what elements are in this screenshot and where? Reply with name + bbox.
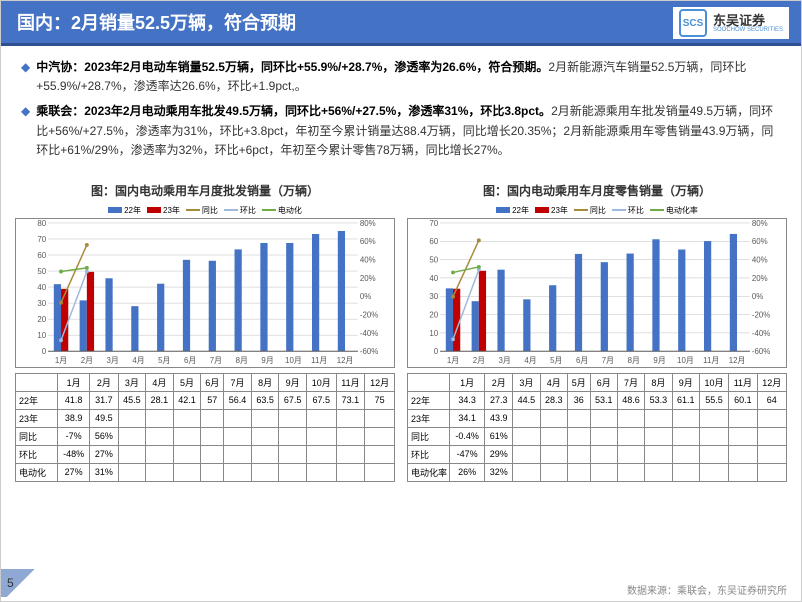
chart2-legend: 22年23年同比环比电动化率 — [407, 205, 787, 216]
svg-text:3月: 3月 — [107, 356, 119, 365]
page-title: 国内：2月销量52.5万辆，符合预期 — [17, 9, 296, 35]
svg-text:3月: 3月 — [499, 356, 511, 365]
footer: 5 数据来源：乘联会，东吴证券研究所 — [1, 565, 801, 601]
svg-text:8月: 8月 — [236, 356, 248, 365]
svg-text:8月: 8月 — [628, 356, 640, 365]
svg-text:70: 70 — [37, 235, 46, 244]
bullet-1: ◆ 中汽协：2023年2月电动车销量52.5万辆，同环比+55.9%/+28.7… — [21, 58, 781, 96]
diamond-icon: ◆ — [21, 102, 30, 160]
charts-row: 图：国内电动乘用车月度批发销量（万辆） 22年23年同比环比电动化 0 10 20 3… — [1, 182, 801, 482]
svg-text:4月: 4月 — [132, 356, 144, 365]
svg-text:-40%: -40% — [752, 329, 770, 338]
svg-text:9月: 9月 — [261, 356, 273, 365]
chart-retail: 图：国内电动乘用车月度零售销量（万辆） 22年23年同比环比电动化率 0 10 20… — [407, 182, 787, 482]
svg-text:50: 50 — [429, 255, 438, 264]
svg-text:60%: 60% — [752, 237, 768, 246]
chart2-title: 图：国内电动乘用车月度零售销量（万辆） — [407, 182, 787, 199]
svg-text:5月: 5月 — [550, 356, 562, 365]
svg-text:10月: 10月 — [677, 356, 694, 365]
svg-text:7月: 7月 — [210, 356, 222, 365]
svg-text:5月: 5月 — [158, 356, 170, 365]
svg-text:0: 0 — [434, 347, 439, 356]
logo-cn: 东吴证券 — [713, 14, 783, 27]
svg-text:60: 60 — [429, 237, 438, 246]
content: ◆ 中汽协：2023年2月电动车销量52.5万辆，同环比+55.9%/+28.7… — [1, 46, 801, 174]
svg-text:20%: 20% — [752, 274, 768, 283]
svg-text:12月: 12月 — [337, 356, 354, 365]
svg-text:80: 80 — [37, 219, 46, 228]
bullet-2: ◆ 乘联会：2023年2月电动乘用车批发49.5万辆，同环比+56%/+27.5… — [21, 102, 781, 160]
svg-text:11月: 11月 — [311, 356, 327, 365]
svg-text:10月: 10月 — [285, 356, 302, 365]
svg-text:40: 40 — [37, 283, 46, 292]
svg-text:70: 70 — [429, 219, 438, 228]
logo-icon: SCS — [679, 9, 707, 37]
chart1-svg: 0 10 20 30 40 50 60 70 80 -60% -40% -20% 0% 20% 40% 60%… — [15, 218, 395, 368]
chart2-svg: 0 10 20 30 40 50 60 70 -60% -40% -20% 0% 20% 40% 60% 80… — [407, 218, 787, 368]
svg-text:-20%: -20% — [752, 310, 770, 319]
svg-text:-20%: -20% — [360, 310, 378, 319]
logo: SCS 东吴证券 SOOCHOW SECURITIES — [673, 7, 789, 39]
svg-text:0%: 0% — [752, 292, 763, 301]
svg-text:30: 30 — [429, 292, 438, 301]
svg-text:20: 20 — [37, 315, 46, 324]
svg-text:2月: 2月 — [473, 356, 485, 365]
data-source: 数据来源：乘联会，东吴证券研究所 — [627, 582, 787, 597]
svg-text:80%: 80% — [752, 219, 768, 228]
svg-text:7月: 7月 — [602, 356, 614, 365]
svg-text:2月: 2月 — [81, 356, 93, 365]
svg-text:50: 50 — [37, 267, 46, 276]
svg-text:0: 0 — [42, 347, 47, 356]
chart1-title: 图：国内电动乘用车月度批发销量（万辆） — [15, 182, 395, 199]
svg-text:1月: 1月 — [447, 356, 459, 365]
svg-text:20%: 20% — [360, 274, 376, 283]
logo-en: SOOCHOW SECURITIES — [713, 27, 783, 33]
chart1-legend: 22年23年同比环比电动化 — [15, 205, 395, 216]
svg-text:10: 10 — [37, 331, 46, 340]
svg-text:40: 40 — [429, 274, 438, 283]
svg-text:4月: 4月 — [524, 356, 536, 365]
chart1-table: 1月2月3月4月5月6月7月8月9月10月11月12月22年41.831.745… — [15, 373, 395, 482]
svg-text:40%: 40% — [752, 255, 768, 264]
svg-text:10: 10 — [429, 329, 438, 338]
page-number: 5 — [1, 569, 41, 597]
svg-text:6月: 6月 — [576, 356, 588, 365]
svg-text:11月: 11月 — [703, 356, 719, 365]
svg-text:40%: 40% — [360, 255, 376, 264]
svg-text:-40%: -40% — [360, 329, 378, 338]
svg-text:-60%: -60% — [360, 347, 378, 356]
chart2-table: 1月2月3月4月5月6月7月8月9月10月11月12月22年34.327.344… — [407, 373, 787, 482]
diamond-icon: ◆ — [21, 58, 30, 96]
svg-text:30: 30 — [37, 299, 46, 308]
svg-text:1月: 1月 — [55, 356, 67, 365]
svg-text:6月: 6月 — [184, 356, 196, 365]
svg-text:9月: 9月 — [653, 356, 665, 365]
svg-text:80%: 80% — [360, 219, 376, 228]
svg-text:60: 60 — [37, 251, 46, 260]
chart-wholesale: 图：国内电动乘用车月度批发销量（万辆） 22年23年同比环比电动化 0 10 20 3… — [15, 182, 395, 482]
svg-text:0%: 0% — [360, 292, 371, 301]
svg-text:-60%: -60% — [752, 347, 770, 356]
svg-text:20: 20 — [429, 310, 438, 319]
svg-text:60%: 60% — [360, 237, 376, 246]
svg-text:12月: 12月 — [729, 356, 746, 365]
